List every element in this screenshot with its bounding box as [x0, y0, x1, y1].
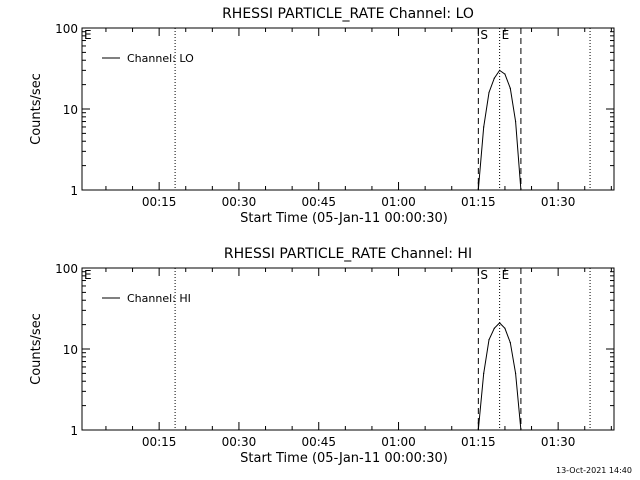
x-axis-label: Start Time (05-Jan-11 00:00:30)	[240, 451, 448, 466]
x-tick-label: 00:45	[301, 195, 336, 209]
data-point	[488, 339, 490, 341]
x-tick-label: 00:45	[301, 435, 336, 449]
chart-title: RHESSI PARTICLE_RATE Channel: HI	[224, 246, 472, 262]
marker-e-left: E	[84, 268, 92, 282]
x-tick-label: 01:15	[461, 195, 496, 209]
y-tick-label: 10	[63, 103, 78, 117]
x-tick-label: 01:30	[541, 435, 576, 449]
data-point	[483, 126, 485, 128]
data-point	[504, 73, 506, 75]
chart-title: RHESSI PARTICLE_RATE Channel: LO	[222, 6, 474, 22]
x-tick-label: 00:30	[222, 435, 257, 449]
x-tick-label: 01:15	[461, 435, 496, 449]
y-tick-label: 1	[70, 184, 78, 198]
data-point	[509, 341, 511, 344]
marker-e: E	[502, 28, 510, 42]
legend-label: Channel: LO	[127, 52, 194, 65]
y-tick-label: 100	[55, 262, 78, 276]
y-axis-label: Counts/sec	[29, 313, 44, 385]
marker-s: S	[480, 268, 488, 282]
data-point	[488, 91, 490, 94]
x-axis-label: Start Time (05-Jan-11 00:00:30)	[240, 211, 448, 226]
chart-panel-1: RHESSI PARTICLE_RATE Channel: LO 00:15 00:…	[29, 6, 615, 226]
data-point	[520, 429, 522, 431]
x-tick-label: 00:15	[142, 195, 177, 209]
y-tick-label: 1	[70, 424, 78, 438]
data-point	[514, 120, 517, 123]
chart-panel-2: RHESSI PARTICLE_RATE Channel: HI 00:15 00:…	[29, 246, 615, 466]
x-tick-label: 01:30	[541, 195, 576, 209]
data-point	[477, 429, 479, 431]
y-tick-label: 10	[63, 343, 78, 357]
legend-label: Channel: HI	[127, 292, 191, 305]
y-axis-label: Counts/sec	[29, 73, 44, 145]
data-point	[514, 372, 517, 374]
footer-timestamp: 13-Oct-2021 14:40	[556, 466, 632, 475]
data-point	[499, 322, 501, 324]
data-point	[499, 69, 501, 71]
marker-e-left: E	[84, 28, 92, 42]
data-point	[504, 327, 506, 329]
y-tick-label: 100	[55, 22, 78, 36]
data-point	[493, 327, 495, 329]
x-tick-label: 00:30	[222, 195, 257, 209]
data-point	[477, 189, 479, 191]
data-point	[520, 189, 522, 191]
x-tick-label: 00:15	[142, 435, 177, 449]
x-tick-label: 01:00	[381, 435, 416, 449]
marker-e: E	[502, 268, 510, 282]
data-point	[509, 87, 511, 89]
data-point	[493, 77, 495, 79]
data-point	[483, 372, 485, 374]
x-tick-label: 01:00	[381, 195, 416, 209]
marker-s: S	[480, 28, 488, 42]
